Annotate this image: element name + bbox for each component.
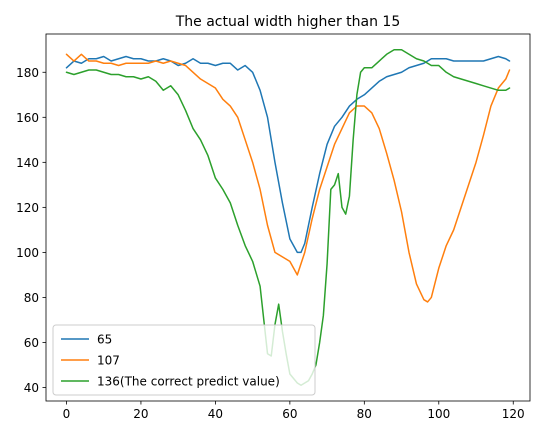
legend-label: 136(The correct predict value) <box>97 375 280 389</box>
legend-label: 65 <box>97 333 112 347</box>
x-tick-label: 120 <box>502 407 525 421</box>
y-axis-ticks: 40 60 80 100 120 140 160 180 <box>16 66 46 395</box>
x-tick-label: 100 <box>427 407 450 421</box>
x-tick-label: 40 <box>208 407 223 421</box>
y-tick-label: 100 <box>16 246 39 260</box>
y-tick-label: 80 <box>24 291 39 305</box>
x-tick-label: 0 <box>63 407 71 421</box>
x-tick-label: 80 <box>357 407 372 421</box>
y-tick-label: 160 <box>16 111 39 125</box>
y-tick-label: 60 <box>24 336 39 350</box>
y-tick-label: 120 <box>16 201 39 215</box>
x-tick-label: 60 <box>282 407 297 421</box>
series-line-1 <box>65 55 511 254</box>
x-axis-ticks: 0 20 40 60 80 100 120 <box>63 401 525 421</box>
y-tick-label: 140 <box>16 156 39 170</box>
series-line-2 <box>65 53 511 303</box>
y-tick-label: 40 <box>24 381 39 395</box>
chart-title: The actual width higher than 15 <box>175 14 401 30</box>
legend: 65 107 136(The correct predict value) <box>52 324 316 396</box>
y-tick-label: 180 <box>16 66 39 80</box>
legend-label: 107 <box>97 354 120 368</box>
axes-frame <box>45 33 531 402</box>
legend-box <box>52 324 316 396</box>
x-tick-label: 20 <box>133 407 148 421</box>
